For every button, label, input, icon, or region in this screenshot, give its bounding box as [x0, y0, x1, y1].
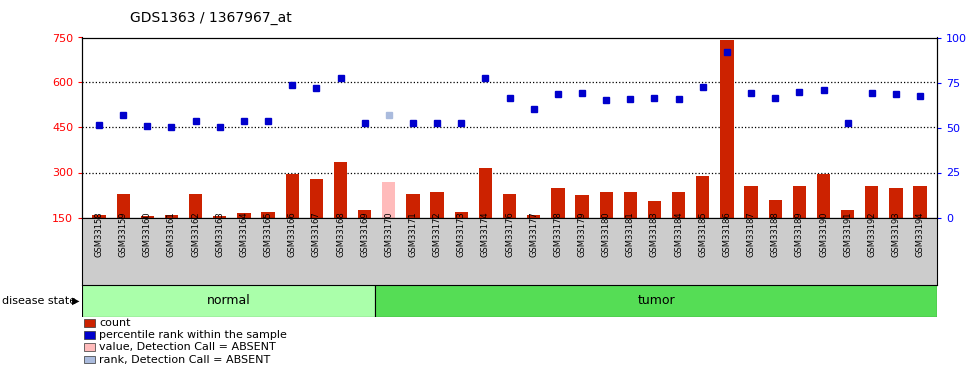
- Bar: [890, 188, 902, 218]
- Bar: [213, 216, 226, 217]
- Bar: [407, 194, 419, 217]
- Bar: [455, 211, 468, 217]
- Bar: [866, 186, 878, 218]
- Bar: [552, 188, 564, 218]
- Bar: [310, 178, 323, 218]
- Text: tumor: tumor: [638, 294, 675, 307]
- Text: ▶: ▶: [72, 296, 80, 306]
- Bar: [383, 182, 395, 218]
- Bar: [334, 162, 347, 218]
- Bar: [431, 192, 443, 217]
- Bar: [117, 194, 129, 217]
- Bar: [141, 216, 154, 217]
- Bar: [262, 211, 274, 217]
- Text: normal: normal: [207, 294, 250, 307]
- Bar: [817, 174, 830, 217]
- Bar: [624, 192, 637, 217]
- Text: value, Detection Call = ABSENT: value, Detection Call = ABSENT: [99, 342, 276, 352]
- Bar: [238, 213, 250, 217]
- Text: GDS1363 / 1367967_at: GDS1363 / 1367967_at: [130, 11, 292, 25]
- Bar: [503, 194, 516, 217]
- Bar: [84, 356, 95, 363]
- Bar: [165, 215, 178, 217]
- Bar: [745, 186, 757, 218]
- Text: disease state: disease state: [2, 296, 76, 306]
- Bar: [648, 201, 661, 217]
- Bar: [841, 210, 854, 218]
- Bar: [914, 186, 926, 218]
- Bar: [189, 194, 202, 217]
- Bar: [696, 176, 709, 217]
- Bar: [576, 195, 588, 217]
- Bar: [82, 285, 375, 317]
- Text: rank, Detection Call = ABSENT: rank, Detection Call = ABSENT: [99, 354, 270, 364]
- Bar: [286, 174, 298, 217]
- Text: count: count: [99, 318, 130, 328]
- Bar: [479, 168, 492, 217]
- Text: percentile rank within the sample: percentile rank within the sample: [99, 330, 287, 340]
- Bar: [769, 200, 781, 217]
- Bar: [84, 319, 95, 327]
- Bar: [600, 192, 612, 217]
- Bar: [84, 331, 95, 339]
- Bar: [793, 186, 806, 218]
- Bar: [672, 192, 685, 217]
- Bar: [93, 214, 105, 217]
- Bar: [84, 344, 95, 351]
- Bar: [358, 210, 371, 218]
- Bar: [375, 285, 937, 317]
- Bar: [721, 40, 733, 218]
- Bar: [527, 214, 540, 217]
